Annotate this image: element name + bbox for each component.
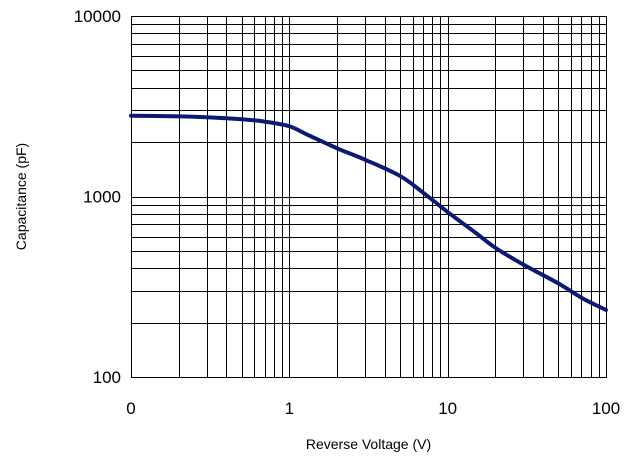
plot-frame <box>130 15 608 379</box>
x-tick-label: 100 <box>592 399 620 418</box>
chart-grid <box>131 16 607 378</box>
x-tick-label: 0 <box>126 399 135 418</box>
y-axis-label: Capacitance (pF) <box>13 143 29 250</box>
capacitance-curve <box>129 113 608 313</box>
x-tick-label: 1 <box>285 399 294 418</box>
tick-labels: 0 1 10 100 100 1000 10000 <box>74 7 620 418</box>
x-axis-label: Reverse Voltage (V) <box>306 436 431 452</box>
y-tick-label: 1000 <box>83 188 121 207</box>
y-tick-label: 100 <box>93 368 121 387</box>
x-tick-label: 10 <box>438 399 457 418</box>
y-tick-label: 10000 <box>74 7 121 26</box>
